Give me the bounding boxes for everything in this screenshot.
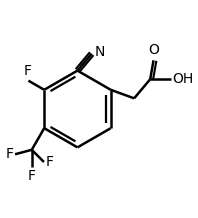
Text: F: F xyxy=(24,64,31,78)
Text: OH: OH xyxy=(172,72,193,86)
Text: F: F xyxy=(46,155,54,169)
Text: O: O xyxy=(148,43,159,57)
Text: F: F xyxy=(5,147,13,161)
Text: N: N xyxy=(95,45,106,59)
Text: F: F xyxy=(28,169,36,183)
